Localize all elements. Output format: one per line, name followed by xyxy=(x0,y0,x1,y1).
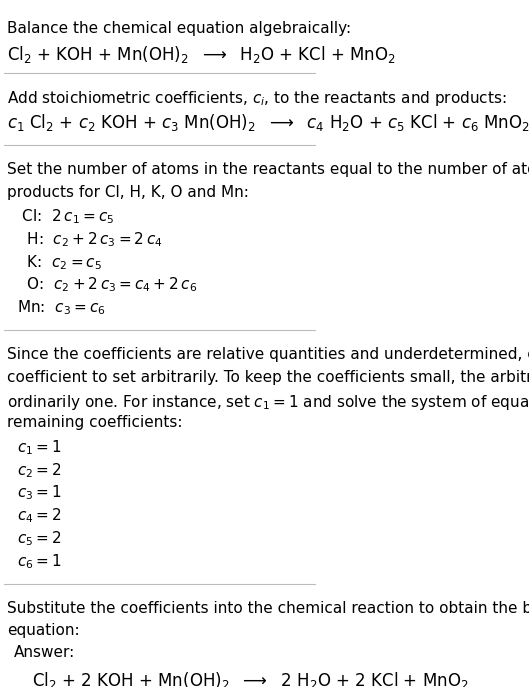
Text: equation:: equation: xyxy=(7,623,80,638)
Text: $c_2 = 2$: $c_2 = 2$ xyxy=(16,461,61,480)
Text: products for Cl, H, K, O and Mn:: products for Cl, H, K, O and Mn: xyxy=(7,185,249,200)
FancyBboxPatch shape xyxy=(4,629,244,687)
Text: Balance the chemical equation algebraically:: Balance the chemical equation algebraica… xyxy=(7,21,351,36)
Text: ordinarily one. For instance, set $c_1 = 1$ and solve the system of equations fo: ordinarily one. For instance, set $c_1 =… xyxy=(7,393,529,412)
Text: $c_4 = 2$: $c_4 = 2$ xyxy=(16,506,61,526)
Text: $c_1 = 1$: $c_1 = 1$ xyxy=(16,438,61,457)
Text: $c_6 = 1$: $c_6 = 1$ xyxy=(16,552,61,571)
Text: Substitute the coefficients into the chemical reaction to obtain the balanced: Substitute the coefficients into the che… xyxy=(7,600,529,616)
Text: O:  $c_2 + 2\,c_3 = c_4 + 2\,c_6$: O: $c_2 + 2\,c_3 = c_4 + 2\,c_6$ xyxy=(16,275,197,295)
Text: $c_5 = 2$: $c_5 = 2$ xyxy=(16,529,61,548)
Text: $c_3 = 1$: $c_3 = 1$ xyxy=(16,484,61,502)
Text: Cl$_2$ + 2 KOH + Mn(OH)$_2$  $\longrightarrow$  2 H$_2$O + 2 KCl + MnO$_2$: Cl$_2$ + 2 KOH + Mn(OH)$_2$ $\longrighta… xyxy=(32,670,469,687)
Text: remaining coefficients:: remaining coefficients: xyxy=(7,416,183,431)
Text: $c_1$ Cl$_2$ + $c_2$ KOH + $c_3$ Mn(OH)$_2$  $\longrightarrow$  $c_4$ H$_2$O + $: $c_1$ Cl$_2$ + $c_2$ KOH + $c_3$ Mn(OH)$… xyxy=(7,112,529,133)
Text: H:  $c_2 + 2\,c_3 = 2\,c_4$: H: $c_2 + 2\,c_3 = 2\,c_4$ xyxy=(16,230,162,249)
Text: Add stoichiometric coefficients, $c_i$, to the reactants and products:: Add stoichiometric coefficients, $c_i$, … xyxy=(7,89,507,109)
Text: Cl:  $2\,c_1 = c_5$: Cl: $2\,c_1 = c_5$ xyxy=(16,207,114,226)
Text: Mn:  $c_3 = c_6$: Mn: $c_3 = c_6$ xyxy=(16,299,105,317)
Text: K:  $c_2 = c_5$: K: $c_2 = c_5$ xyxy=(16,253,102,271)
Text: Cl$_2$ + KOH + Mn(OH)$_2$  $\longrightarrow$  H$_2$O + KCl + MnO$_2$: Cl$_2$ + KOH + Mn(OH)$_2$ $\longrightarr… xyxy=(7,44,396,65)
Text: Since the coefficients are relative quantities and underdetermined, choose a: Since the coefficients are relative quan… xyxy=(7,347,529,362)
Text: Answer:: Answer: xyxy=(14,645,75,660)
Text: coefficient to set arbitrarily. To keep the coefficients small, the arbitrary va: coefficient to set arbitrarily. To keep … xyxy=(7,370,529,385)
Text: Set the number of atoms in the reactants equal to the number of atoms in the: Set the number of atoms in the reactants… xyxy=(7,162,529,177)
